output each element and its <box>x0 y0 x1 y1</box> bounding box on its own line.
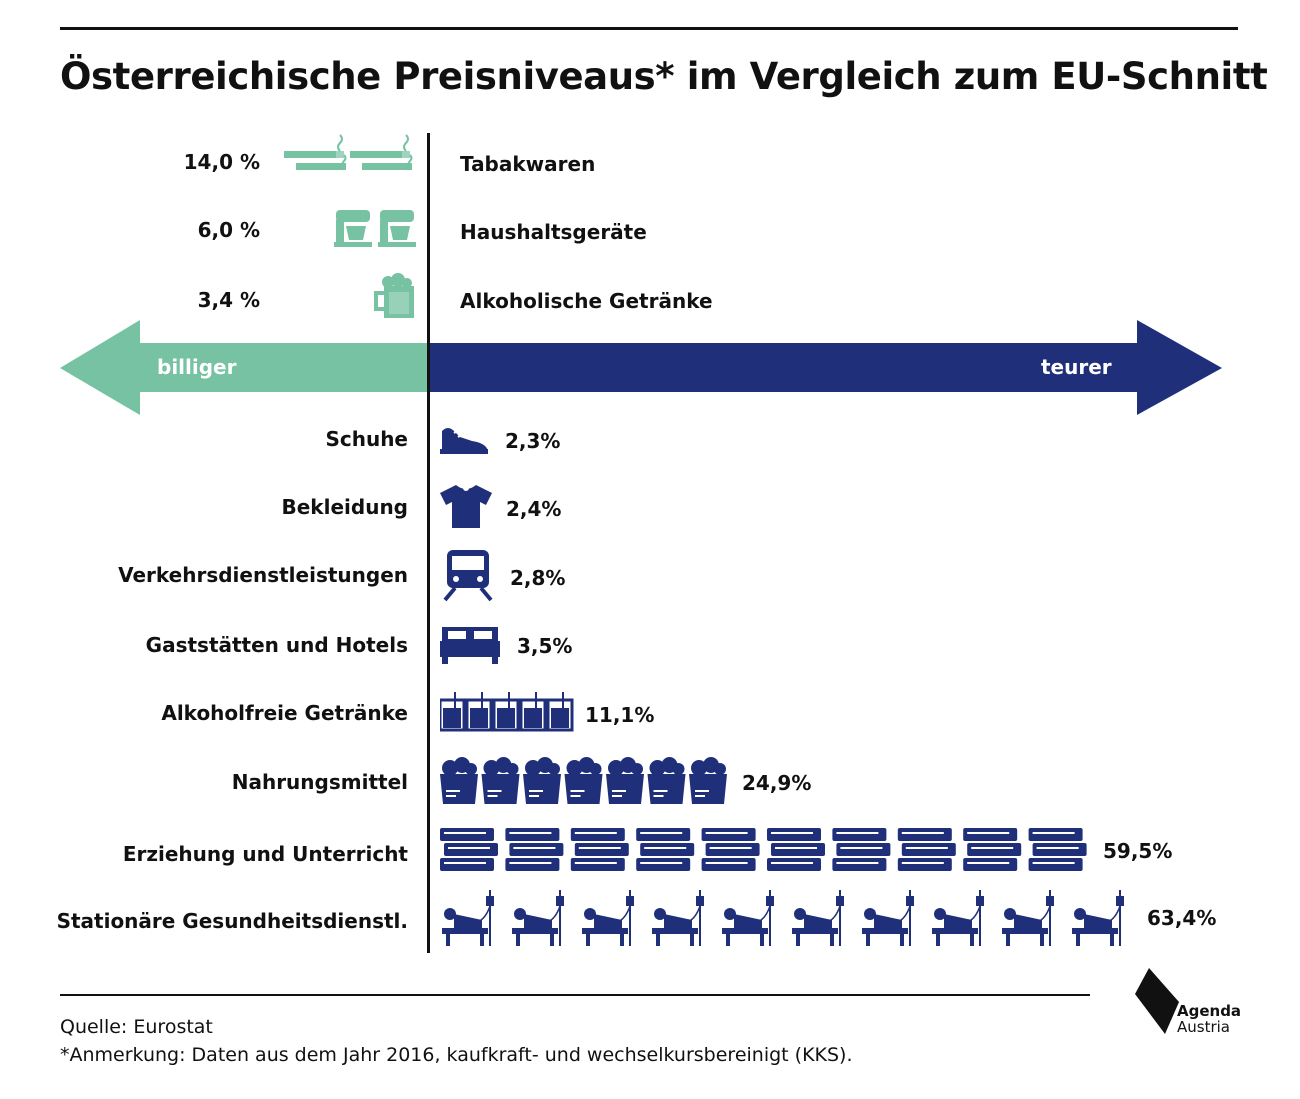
cigarette-icon-group <box>284 133 416 175</box>
drink-glass-icon <box>440 692 466 732</box>
chart-title: Österreichische Preisniveaus* im Verglei… <box>60 55 1268 98</box>
grocery-bag-icon <box>481 757 520 804</box>
books-icon <box>963 828 1022 871</box>
tshirt-icon <box>440 485 492 528</box>
hospital-bed-icon <box>512 890 564 946</box>
source-note: Quelle: Eurostat <box>60 1016 213 1038</box>
grocery-bag-icon-row <box>440 754 730 806</box>
cigarette-icon <box>284 134 347 170</box>
books-icon <box>767 828 825 871</box>
more-expensive-label: teurer <box>1041 355 1112 379</box>
category-label-tabakwaren: Tabakwaren <box>460 152 596 176</box>
mixer-icon <box>334 210 372 247</box>
bed-icon <box>440 627 500 664</box>
agenda-austria-logo <box>1135 968 1179 1034</box>
top-rule <box>60 27 1238 30</box>
sneaker-icon <box>440 428 488 454</box>
category-label-gaststaetten-und-hotels: Gaststätten und Hotels <box>145 633 408 657</box>
category-label-alkoholische-getraenke: Alkoholische Getränke <box>460 289 713 313</box>
category-label-bekleidung: Bekleidung <box>281 495 409 519</box>
bed-icon-wrap <box>440 627 500 665</box>
value-label-tabakwaren: 14,0 % <box>183 150 260 174</box>
books-icon <box>440 828 498 871</box>
hospital-bed-icon <box>722 890 774 946</box>
value-label-stationaere-gesundheitsdienstl: 63,4% <box>1147 906 1217 930</box>
tshirt-icon-wrap <box>440 483 492 529</box>
train-icon <box>443 550 493 602</box>
cigarette-icon <box>350 134 413 170</box>
mixer-icon <box>378 210 416 247</box>
center-axis <box>427 133 430 953</box>
hospital-bed-icon <box>582 890 634 946</box>
category-label-schuhe: Schuhe <box>325 427 408 451</box>
cheaper-arrow <box>60 320 428 415</box>
books-icon <box>1028 828 1087 871</box>
drink-glass-icon <box>465 692 493 732</box>
mixer-icon-group <box>334 210 418 248</box>
drink-glass-icon <box>492 692 520 732</box>
logo-text-line2: Austria <box>1177 1018 1230 1036</box>
value-label-verkehrsdienstleistungen: 2,8% <box>510 566 566 590</box>
books-icon <box>570 828 629 871</box>
books-icon <box>636 828 695 871</box>
category-label-erziehung-und-unterricht: Erziehung und Unterricht <box>122 842 408 866</box>
sneaker-icon-wrap <box>440 423 490 455</box>
grocery-bag-icon <box>689 757 727 804</box>
drink-glass-icon-row <box>440 688 580 734</box>
grocery-bag-icon <box>647 757 686 804</box>
value-label-alkoholfreie-getraenke: 11,1% <box>585 703 655 727</box>
value-label-erziehung-und-unterricht: 59,5% <box>1103 839 1173 863</box>
grocery-bag-icon <box>523 757 561 804</box>
logo-mark-icon <box>1135 968 1179 1034</box>
value-label-nahrungsmittel: 24,9% <box>742 771 812 795</box>
grocery-bag-icon <box>440 757 478 804</box>
value-label-alkoholische-getraenke: 3,4 % <box>197 288 260 312</box>
hospital-bed-icon-row <box>440 890 1140 948</box>
category-label-nahrungsmittel: Nahrungsmittel <box>231 770 408 794</box>
books-icon <box>701 828 760 871</box>
books-icon <box>832 828 891 871</box>
train-icon-wrap <box>443 550 493 602</box>
hospital-bed-icon <box>1072 890 1124 946</box>
cheaper-label: billiger <box>157 355 237 379</box>
hospital-bed-icon <box>442 890 494 946</box>
value-label-schuhe: 2,3% <box>505 429 561 453</box>
hospital-bed-icon <box>1002 890 1054 946</box>
value-label-haushaltsgeraete: 6,0 % <box>197 218 260 242</box>
books-icon <box>897 828 956 871</box>
category-label-haushaltsgeraete: Haushaltsgeräte <box>460 220 647 244</box>
hospital-bed-icon <box>932 890 984 946</box>
value-label-bekleidung: 2,4% <box>506 497 562 521</box>
more-expensive-arrow <box>428 320 1222 415</box>
grocery-bag-icon <box>606 757 644 804</box>
beer-mug-icon-wrap <box>372 273 418 319</box>
drink-glass-icon <box>519 692 547 732</box>
books-icon <box>505 828 564 871</box>
books-icon-row <box>440 824 1090 876</box>
category-label-stationaere-gesundheitsdienstl: Stationäre Gesundheitsdienstl. <box>56 909 408 933</box>
hospital-bed-icon <box>792 890 844 946</box>
drink-glass-icon <box>546 692 574 732</box>
category-label-verkehrsdienstleistungen: Verkehrsdienstleistungen <box>118 563 408 587</box>
hospital-bed-icon <box>652 890 704 946</box>
hospital-bed-icon <box>862 890 914 946</box>
grocery-bag-icon <box>564 757 603 804</box>
value-label-gaststaetten-und-hotels: 3,5% <box>517 634 573 658</box>
footnote: *Anmerkung: Daten aus dem Jahr 2016, kau… <box>60 1044 853 1066</box>
beer-mug-icon <box>374 273 414 318</box>
logo-text-line1: Agenda <box>1177 1002 1242 1020</box>
category-label-alkoholfreie-getraenke: Alkoholfreie Getränke <box>161 701 408 725</box>
bottom-rule <box>60 994 1090 996</box>
